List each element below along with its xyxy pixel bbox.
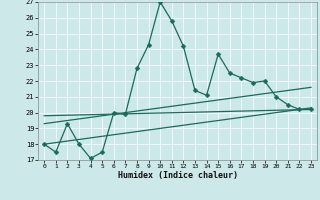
X-axis label: Humidex (Indice chaleur): Humidex (Indice chaleur) (118, 171, 238, 180)
